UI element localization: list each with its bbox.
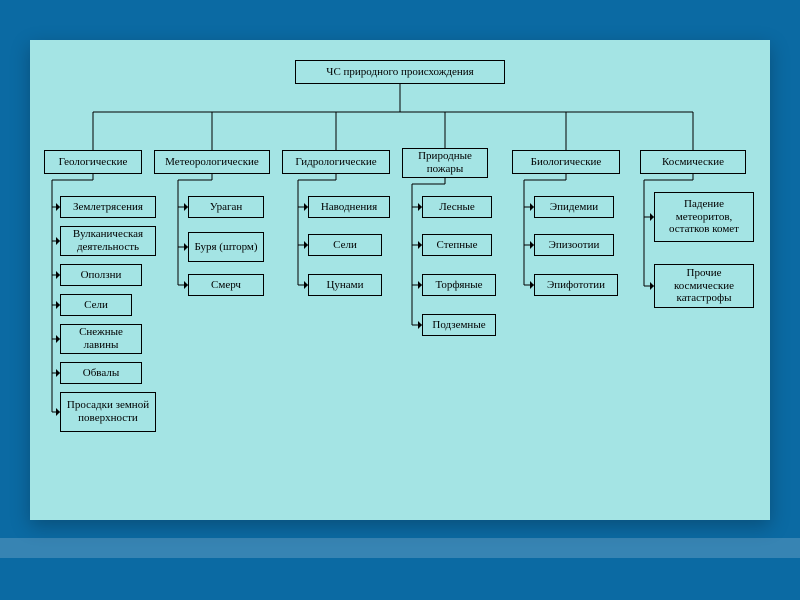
category-geo: Геологические <box>44 150 142 174</box>
item-hydro-2: Цунами <box>308 274 382 296</box>
category-hydro: Гидрологические <box>282 150 390 174</box>
item-geo-1: Вулканическая деятельность <box>60 226 156 256</box>
item-bio-2: Эпифототии <box>534 274 618 296</box>
item-geo-2: Оползни <box>60 264 142 286</box>
item-bio-1: Эпизоотии <box>534 234 614 256</box>
item-meteo-0: Ураган <box>188 196 264 218</box>
item-fire-2: Торфяные <box>422 274 496 296</box>
category-meteo: Метеорологические <box>154 150 270 174</box>
item-meteo-1: Буря (шторм) <box>188 232 264 262</box>
category-bio: Биологические <box>512 150 620 174</box>
item-bio-0: Эпидемии <box>534 196 614 218</box>
item-hydro-1: Сели <box>308 234 382 256</box>
diagram-card: ЧС природного происхождения Геологические… <box>30 40 770 520</box>
item-fire-1: Степные <box>422 234 492 256</box>
item-geo-0: Землетрясения <box>60 196 156 218</box>
item-fire-0: Лесные <box>422 196 492 218</box>
item-hydro-0: Наводнения <box>308 196 390 218</box>
item-space-1: Прочие космические катастрофы <box>654 264 754 308</box>
category-space: Космические <box>640 150 746 174</box>
item-geo-6: Просадки земной поверхности <box>60 392 156 432</box>
item-geo-3: Сели <box>60 294 132 316</box>
item-fire-3: Подземные <box>422 314 496 336</box>
root-box: ЧС природного происхождения <box>295 60 505 84</box>
item-space-0: Падение метеоритов, остатков комет <box>654 192 754 242</box>
footer-stripe <box>0 538 800 558</box>
item-meteo-2: Смерч <box>188 274 264 296</box>
item-geo-5: Обвалы <box>60 362 142 384</box>
item-geo-4: Снежные лавины <box>60 324 142 354</box>
category-fire: Природные пожары <box>402 148 488 178</box>
